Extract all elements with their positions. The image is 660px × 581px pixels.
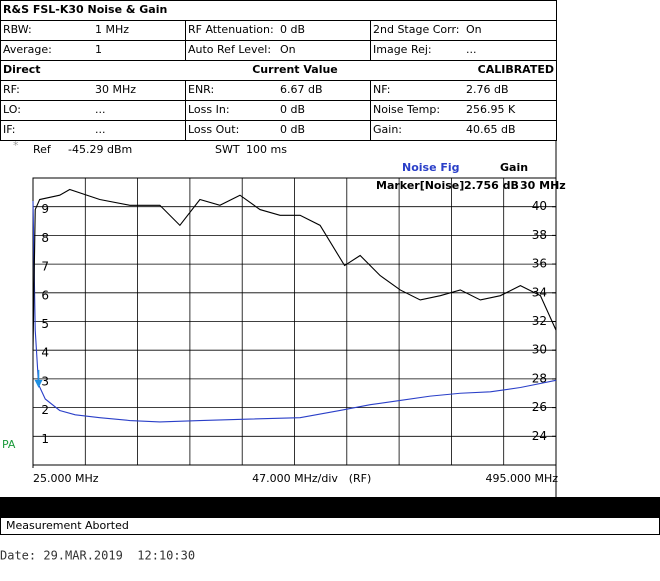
status: Measurement Aborted — [6, 519, 129, 532]
x-tick-label: 25.000 MHz — [33, 472, 99, 485]
ref-label: Ref — [33, 143, 52, 156]
column-head: Current Value — [252, 63, 338, 76]
cell-label: Auto Ref Level: — [188, 43, 271, 56]
cell-value: On — [466, 23, 482, 36]
table-frame — [0, 0, 557, 141]
y-tick-label: 4 — [41, 346, 49, 360]
cell-label: Noise Temp: — [373, 103, 440, 116]
series-line — [32, 188, 557, 351]
ref-star: * — [13, 139, 19, 152]
y-tick-label: 5 — [41, 317, 49, 331]
cell-label: RF Attenuation: — [188, 23, 274, 36]
y-tick-label: 8 — [41, 231, 49, 245]
cell-value: 0 dB — [280, 23, 305, 36]
y2-tick-label: 26 — [532, 400, 547, 414]
cell-value: ... — [466, 43, 477, 56]
y2-tick-label: 38 — [532, 228, 547, 242]
y-tick-label: 6 — [41, 288, 49, 302]
cell-label: Average: — [3, 43, 52, 56]
y2-tick-label: 24 — [532, 429, 547, 443]
cell-label: NF: — [373, 83, 390, 96]
date: Date: 29.MAR.2019 12:10:30 — [0, 549, 195, 563]
cell-value: 1 MHz — [95, 23, 129, 36]
cell-value: 30 MHz — [95, 83, 136, 96]
marker-label: Marker[Noise] — [376, 179, 464, 192]
cell-label: Loss Out: — [188, 123, 239, 136]
y-tick-label: 2 — [41, 403, 49, 417]
y-tick-label: 7 — [41, 260, 49, 274]
cell-label: 2nd Stage Corr: — [373, 23, 460, 36]
cell-label: ENR: — [188, 83, 214, 96]
status-bar — [0, 497, 660, 517]
y2-tick-label: 34 — [532, 285, 547, 299]
cell-value: 0 dB — [280, 103, 305, 116]
y2-tick-label: 30 — [532, 343, 547, 357]
legend-entry: Gain — [500, 161, 528, 174]
cell-label: IF: — [3, 123, 15, 136]
ref-value: -45.29 dBm — [68, 143, 132, 156]
y-tick-label: 9 — [41, 202, 49, 216]
y2-tick-label: 32 — [532, 314, 547, 328]
y-tick-label: 3 — [41, 374, 49, 388]
cell-value: On — [280, 43, 296, 56]
legend-entry: Noise Fig — [402, 161, 460, 174]
series-line — [32, 200, 557, 423]
cell-value: ... — [95, 123, 106, 136]
cell-label: Image Rej: — [373, 43, 432, 56]
y2-tick-label: 28 — [532, 371, 547, 385]
y2-tick-label: 36 — [532, 257, 547, 271]
x-tick-label: 495.000 MHz — [485, 472, 558, 485]
x-annotation: 47.000 MHz/div — [252, 472, 338, 485]
y2-tick-label: 40 — [532, 199, 547, 213]
cell-value: ... — [95, 103, 106, 116]
cell-value: 2.76 dB — [466, 83, 509, 96]
swt-label: SWT — [215, 143, 240, 156]
cell-value: 40.65 dB — [466, 123, 516, 136]
title: R&S FSL-K30 Noise & Gain — [3, 3, 167, 16]
cell-label: RF: — [3, 83, 20, 96]
cell-value: 1 — [95, 43, 102, 56]
y-tick-label: 1 — [41, 432, 49, 446]
cell-value: 6.67 dB — [280, 83, 323, 96]
marker — [34, 379, 43, 388]
side-label: PA — [2, 438, 16, 451]
cell-label: Loss In: — [188, 103, 230, 116]
cell-value: 0 dB — [280, 123, 305, 136]
cell-value: 256.95 K — [466, 103, 516, 116]
cell-label: RBW: — [3, 23, 32, 36]
column-head: CALIBRATED — [478, 63, 554, 76]
cell-label: Gain: — [373, 123, 402, 136]
x-annotation: (RF) — [349, 472, 372, 485]
column-head: Direct — [3, 63, 41, 76]
swt-value: 100 ms — [246, 143, 287, 156]
cell-label: LO: — [3, 103, 21, 116]
marker-x: 30 MHz — [520, 179, 566, 192]
marker-value: 2.756 dB — [464, 179, 519, 192]
